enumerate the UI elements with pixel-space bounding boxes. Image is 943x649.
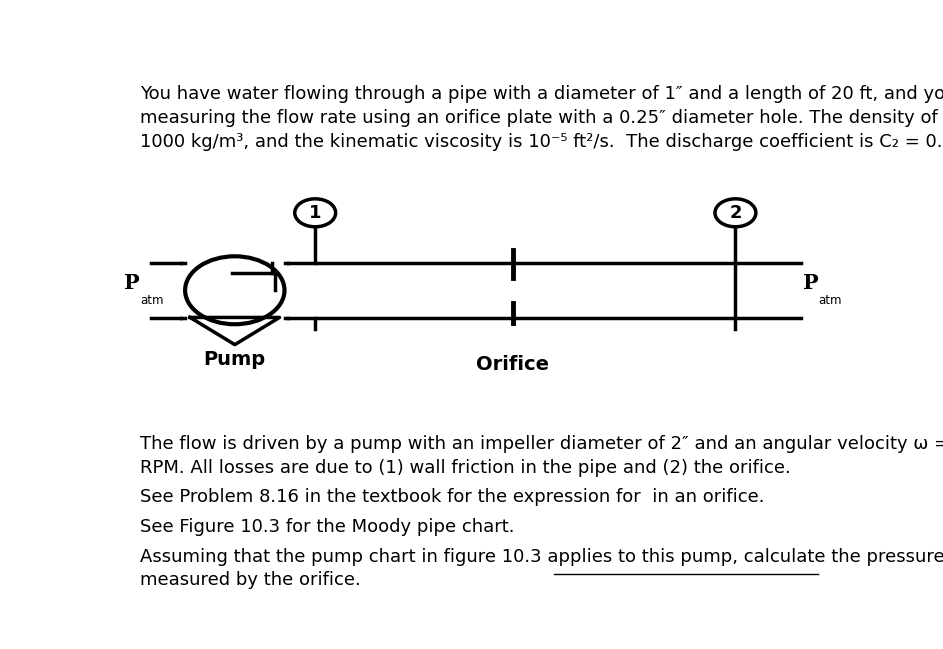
Text: See Figure 10.3 for the Moody pipe chart.: See Figure 10.3 for the Moody pipe chart…: [140, 518, 514, 535]
Text: P: P: [124, 273, 140, 293]
Text: See Problem 8.16 in the textbook for the expression for  in an orifice.: See Problem 8.16 in the textbook for the…: [140, 487, 764, 506]
Text: 2: 2: [729, 204, 742, 222]
Text: atm: atm: [140, 294, 163, 307]
Text: P: P: [802, 273, 819, 293]
Text: Orifice: Orifice: [476, 355, 549, 374]
Text: atm: atm: [818, 294, 841, 307]
Text: You have water flowing through a pipe with a diameter of 1″ and a length of 20 f: You have water flowing through a pipe wi…: [140, 86, 943, 151]
Text: Assuming that the pump chart in figure 10.3 applies to this pump, calculate the : Assuming that the pump chart in figure 1…: [140, 548, 943, 589]
Text: 1: 1: [309, 204, 322, 222]
Text: The flow is driven by a pump with an impeller diameter of 2″ and an angular velo: The flow is driven by a pump with an imp…: [140, 435, 943, 477]
Text: Pump: Pump: [204, 350, 266, 369]
